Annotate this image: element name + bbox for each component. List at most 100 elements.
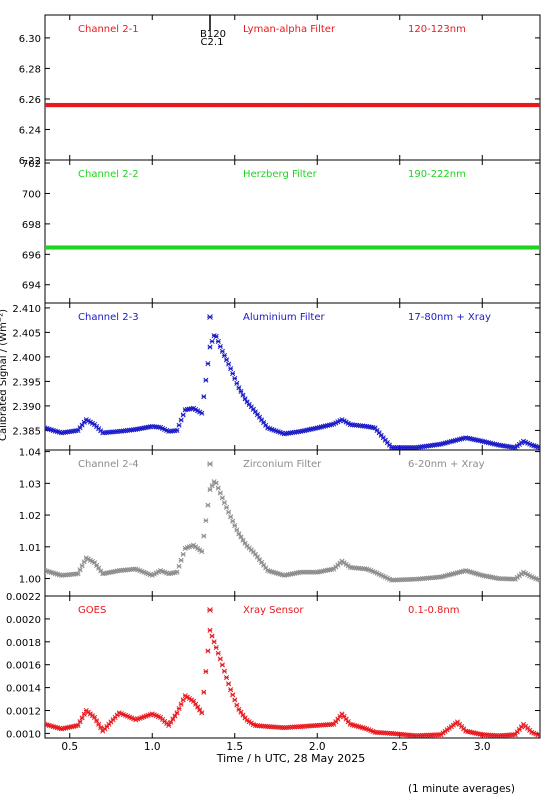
data-point [207,627,213,633]
panel-label: GOES [78,605,106,616]
data-point [96,565,102,571]
data-point [232,522,238,529]
y-tick-label: 0.0016 [6,661,41,672]
data-point [178,557,184,563]
panel-label: Aluminium Filter [243,312,326,323]
y-tick-label: 2.410 [12,304,41,315]
data-point [228,687,234,693]
y-tick-label: 1.01 [19,543,41,554]
data-point [199,710,205,716]
data-point [209,633,215,639]
data-point [232,697,238,703]
data-point [207,344,213,350]
x-tick-label: 1.0 [144,741,161,753]
panel-2: 694 696 698 700 702 Channel 2-2 Herzberg Filte… [22,159,541,304]
data-point [221,668,227,674]
x-axis-label: Time / h UTC, 28 May 2025 [216,752,366,765]
data-point [77,719,83,725]
data-point [219,662,225,668]
data-point [230,692,236,698]
panel-label: 6-20nm + Xray [408,459,485,470]
data-point [174,569,180,575]
x-tick-label: 0.5 [61,741,78,753]
data-point [174,710,180,716]
data-point [94,562,100,569]
y-tick-label: 1.03 [19,479,41,490]
panel-label: Lyman-alpha Filter [243,24,336,35]
data-point [223,674,230,681]
data-point [209,483,215,489]
data-point [91,714,98,720]
data-point [219,348,225,354]
data-point [174,427,180,433]
data-point [199,410,205,416]
data-point [190,698,197,704]
panel-label: Xray Sensor [243,605,304,616]
data-point [226,681,232,687]
y-tick-label: 1.04 [19,448,41,459]
data-point [221,352,227,359]
data-point [226,361,232,367]
data-point [205,502,211,508]
data-point [94,718,100,724]
panel-label: 190-222nm [408,169,466,180]
data-point [178,701,184,707]
panel-label: Channel 2-2 [78,169,139,180]
data-point [201,689,207,695]
flare-peak-marker [207,314,213,320]
data-point [98,568,104,574]
data-point [223,504,230,511]
y-tick-label: 698 [22,220,41,231]
panel-frame [44,14,541,161]
data-point [240,712,246,718]
data-point [96,721,102,727]
data-point [203,669,209,675]
data-point [234,527,240,533]
panel-label: Herzberg Filter [243,169,318,180]
panel-label: Channel 2-3 [78,312,139,323]
y-tick-label: 6.26 [19,95,41,106]
data-point [226,509,232,515]
flare-peak-marker [207,607,213,613]
data-point [213,644,219,651]
panel-5: 0.0010 0.0012 0.0014 0.0016 0.0018 0.0020 0.00… [6,592,541,740]
data-point [238,388,244,394]
panel-4: 1.00 1.01 1.02 1.03 1.04 Channel 2-4 Zirconium… [19,448,541,597]
data-point [238,534,244,540]
data-point [205,648,211,654]
data-point [199,549,205,555]
data-point [180,697,186,703]
data-point [238,709,244,715]
data-point [170,716,176,722]
data-point [537,577,540,583]
data-series [45,479,540,583]
flare-peak-marker [207,461,213,467]
y-tick-label: 2.395 [12,377,41,388]
x-tick-label: 1.5 [226,741,243,753]
data-series [45,102,540,108]
data-point [217,490,223,496]
data-point [223,357,230,363]
data-point [236,531,242,537]
data-point [236,706,242,712]
y-tick-label: 0.0018 [6,638,41,649]
y-tick-label: 694 [22,281,41,292]
data-point [537,444,540,450]
data-point [75,722,81,728]
data-point [215,650,221,656]
data-series [45,333,540,450]
data-point [240,392,246,398]
y-axis-label: Calibrated Signal / (Wm⁻²) [0,309,9,441]
panel-frame [44,595,541,739]
data-point [230,371,236,377]
y-tick-label: 6.30 [19,34,41,45]
y-tick-label: 6.24 [19,125,41,136]
data-point [217,343,223,350]
data-point [228,366,234,372]
data-point [201,394,207,400]
panel-frame [44,159,541,304]
data-point [234,380,240,386]
data-point [242,396,248,402]
y-tick-label: 700 [22,189,41,200]
y-tick-label: 1.00 [19,575,41,586]
